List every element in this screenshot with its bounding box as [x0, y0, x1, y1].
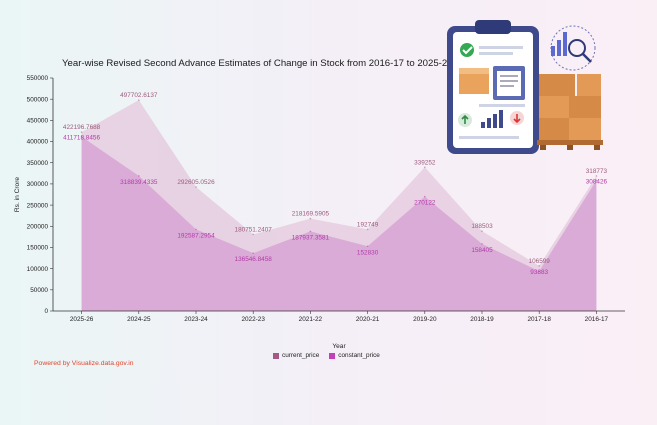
y-tick-label: 500000: [27, 96, 49, 103]
data-label-current-price: 422196.7688: [63, 124, 101, 131]
y-tick-label: 300000: [27, 181, 49, 188]
x-tick-label: 2020-21: [356, 316, 380, 323]
x-tick-label: 2016-17: [585, 316, 609, 323]
legend-item-constant-price[interactable]: constant_price: [329, 352, 380, 359]
data-label-constant-price: 187937.3581: [292, 234, 330, 241]
data-point-constant-price: [366, 245, 369, 248]
data-point-current-price: [309, 217, 312, 220]
data-point-current-price: [481, 230, 483, 232]
data-point-constant-price: [595, 179, 598, 182]
legend-item-current-price[interactable]: current_price: [273, 352, 319, 359]
x-axis-title: Year: [332, 343, 346, 350]
x-tick-label: 2019-20: [413, 316, 437, 323]
data-label-constant-price: 411718.8456: [63, 135, 100, 142]
data-label-current-price: 192749: [357, 221, 379, 228]
y-tick-label: 50000: [30, 287, 48, 294]
x-tick-label: 2018-19: [470, 316, 494, 323]
data-label-constant-price: 308426: [586, 178, 608, 185]
area-series-constant-price: [81, 136, 597, 311]
legend-swatch-constant-price: [329, 352, 336, 359]
y-tick-label: 100000: [27, 266, 49, 273]
data-point-constant-price: [538, 270, 540, 273]
data-point-current-price: [195, 186, 197, 188]
data-label-current-price: 180751.2407: [235, 226, 273, 233]
data-label-constant-price: 152830: [357, 249, 379, 256]
data-label-current-price: 218169.5905: [292, 211, 330, 218]
x-tick-label: 2023-24: [184, 316, 208, 323]
data-point-current-price: [80, 131, 83, 133]
y-tick-label: 250000: [27, 202, 49, 209]
x-tick-label: 2021-22: [299, 316, 323, 323]
data-point-constant-price: [252, 252, 254, 254]
y-tick-label: 0: [44, 308, 48, 315]
stacked-boxes-icon: [537, 74, 603, 150]
data-label-current-price: 106599: [529, 258, 551, 265]
data-point-current-price: [424, 166, 426, 169]
data-label-current-price: 497702.6137: [120, 92, 158, 99]
legend-swatch-current-price: [273, 352, 279, 359]
data-label-constant-price: 93883: [530, 269, 548, 276]
data-point-current-price: [366, 228, 369, 231]
legend-label-current-price: current_price: [282, 352, 320, 359]
data-point-current-price: [252, 233, 254, 236]
x-tick-label: 2017-18: [527, 316, 551, 323]
y-tick-label: 200000: [27, 223, 49, 230]
y-tick-label: 550000: [27, 75, 49, 82]
data-label-current-price: 188503: [471, 223, 493, 230]
data-point-constant-price: [80, 135, 83, 138]
data-label-constant-price: 136546.8458: [235, 256, 273, 263]
data-point-constant-price: [138, 175, 140, 177]
powered-by-link[interactable]: Powered by Visualize.data.gov.in: [34, 360, 134, 367]
y-tick-label: 450000: [27, 118, 49, 125]
data-label-current-price: 339252: [414, 159, 436, 166]
legend-label-constant-price: constant_price: [338, 352, 380, 359]
x-tick-label: 2024-25: [127, 316, 151, 323]
data-point-current-price: [538, 265, 540, 267]
data-label-constant-price: 192587.2954: [177, 232, 215, 239]
data-point-constant-price: [309, 230, 312, 233]
x-tick-label: 2022-23: [241, 316, 265, 323]
data-label-constant-price: 318839.4335: [120, 179, 158, 186]
data-point-current-price: [138, 99, 140, 101]
data-point-current-price: [595, 175, 598, 177]
chart-legend: current_price constant_price: [273, 352, 380, 359]
analytics-magnifier-icon: [550, 25, 596, 71]
x-tick-label: 2025-26: [70, 316, 94, 323]
clipboard-icon: [447, 20, 539, 154]
y-tick-label: 350000: [27, 160, 49, 167]
data-label-constant-price: 158405: [471, 247, 493, 254]
data-label-current-price: 292605.0526: [177, 179, 215, 186]
y-tick-label: 400000: [27, 139, 49, 146]
y-tick-label: 150000: [27, 245, 49, 252]
y-axis-title: Rs. in Crore: [14, 177, 21, 213]
data-label-current-price: 318773: [586, 168, 608, 175]
chart-title: Year-wise Revised Second Advance Estimat…: [62, 58, 453, 69]
data-label-constant-price: 270122: [414, 200, 436, 207]
data-point-constant-price: [195, 228, 197, 231]
data-point-constant-price: [481, 243, 483, 245]
inventory-clipboard-illustration: [447, 20, 603, 154]
data-point-constant-price: [424, 195, 426, 198]
